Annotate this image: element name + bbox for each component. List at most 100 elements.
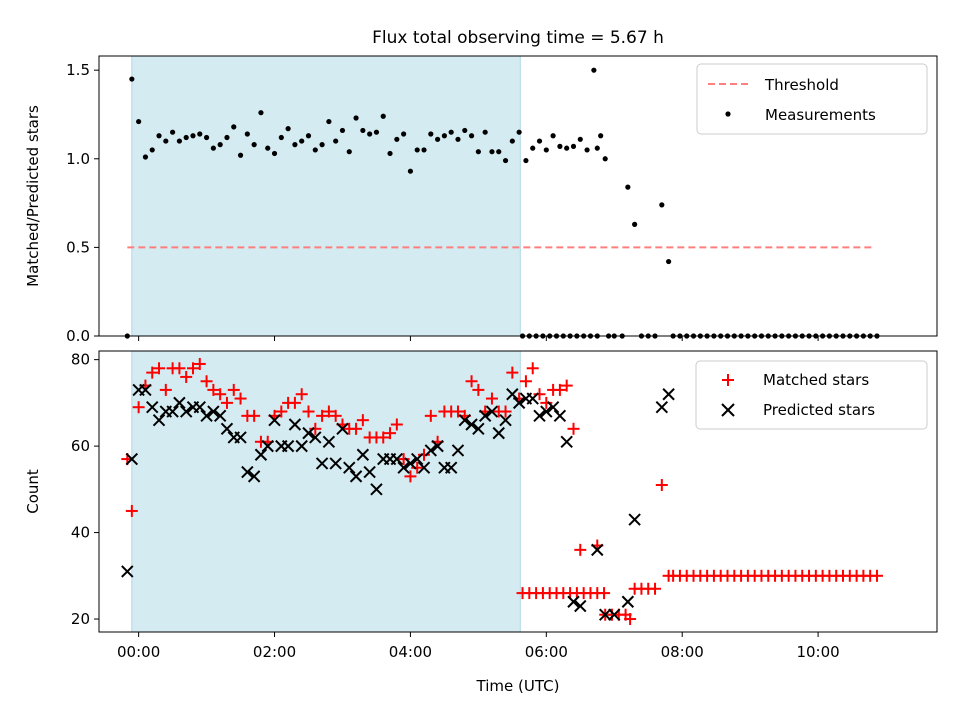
matched-star-point xyxy=(485,392,498,405)
measurement-point xyxy=(591,67,597,73)
predicted-star-point xyxy=(472,422,485,436)
measurement-point xyxy=(319,142,325,148)
predicted-star-point xyxy=(444,461,458,474)
predicted-star-point xyxy=(560,435,573,448)
matched-star-point xyxy=(870,569,883,582)
predicted-star-point xyxy=(268,413,281,427)
measurement-point xyxy=(244,131,250,137)
y-tick-label: 1.5 xyxy=(66,61,90,79)
matched-star-point xyxy=(153,362,166,375)
measurement-point xyxy=(251,142,257,148)
measurement-point xyxy=(666,258,672,265)
matched-star-point xyxy=(567,422,580,435)
predicted-star-point xyxy=(193,400,206,414)
measurement-point xyxy=(448,129,454,135)
predicted-star-point xyxy=(478,409,492,423)
predicted-star-point xyxy=(655,400,669,414)
measurement-point xyxy=(434,136,441,142)
matched-star-point xyxy=(288,396,301,409)
matched-star-point xyxy=(533,388,546,401)
matched-star-point xyxy=(540,396,553,409)
matched-star-point xyxy=(295,388,308,401)
measurement-point xyxy=(197,131,203,137)
x-tick-label: 02:00 xyxy=(253,643,296,661)
matched-star-point xyxy=(424,409,437,422)
predicted-star-point xyxy=(213,409,227,423)
matched-star-point xyxy=(356,414,369,427)
predicted-star-point xyxy=(411,452,424,466)
matched-star-point xyxy=(655,479,668,492)
measurement-point xyxy=(305,133,312,139)
x-tick-label: 08:00 xyxy=(661,643,704,661)
matched-star-point xyxy=(220,396,233,409)
top-panel-frame xyxy=(98,55,938,337)
predicted-star-point xyxy=(146,400,159,414)
predicted-star-point xyxy=(621,595,635,608)
predicted-star-point xyxy=(247,470,261,483)
measurement-point xyxy=(217,142,223,148)
x-tick-label: 10:00 xyxy=(796,643,839,661)
matched-star-point xyxy=(411,461,424,474)
predicted-star-point xyxy=(200,409,213,423)
predicted-star-point xyxy=(288,418,302,431)
measurement-point xyxy=(602,156,608,162)
measurement-point xyxy=(210,145,216,151)
top-panel-axes: 0.0 0.5 1.0 1.5 xyxy=(66,61,819,345)
matched-star-point xyxy=(200,375,213,388)
predicted-star-point xyxy=(234,431,247,444)
measurement-point xyxy=(530,145,536,151)
legend-measurements-swatch xyxy=(725,111,731,117)
predicted-star-point xyxy=(329,457,342,470)
predicted-star-point xyxy=(526,392,539,405)
measurement-point xyxy=(285,126,291,132)
predicted-star-point xyxy=(343,461,356,474)
predicted-star-point xyxy=(598,608,612,621)
predicted-star-point xyxy=(370,483,383,496)
observing-window-bottom xyxy=(131,350,521,633)
measurement-point xyxy=(584,147,590,153)
measurement-point xyxy=(523,157,529,164)
predicted-star-point xyxy=(533,409,546,423)
measurement-point xyxy=(176,138,183,144)
measurement-point xyxy=(401,131,407,137)
predicted-star-point xyxy=(220,422,234,436)
measurement-point xyxy=(292,142,298,148)
predicted-star-point xyxy=(546,400,560,414)
matched-star-point xyxy=(574,543,587,556)
bottom-panel-frame xyxy=(98,350,938,633)
measurement-point xyxy=(326,118,332,125)
matched-star-point xyxy=(173,362,186,375)
legend-measurements-label: Measurements xyxy=(765,106,876,124)
measurement-point xyxy=(360,127,366,134)
measurement-point xyxy=(258,110,264,116)
measurement-point xyxy=(170,129,176,135)
x-axis-label: Time (UTC) xyxy=(476,677,560,695)
measurement-point xyxy=(394,136,400,142)
matched-star-point xyxy=(214,388,227,401)
measurement-point xyxy=(557,143,563,149)
measurement-point xyxy=(265,145,271,151)
matched-star-point xyxy=(624,613,637,626)
measurement-point xyxy=(550,133,556,139)
y-tick-label: 80 xyxy=(71,351,90,369)
legend-matched-swatch xyxy=(722,374,734,386)
observing-window-top xyxy=(131,55,521,337)
measurements-marks xyxy=(124,67,880,339)
predicted-star-point xyxy=(281,439,295,453)
predicted-star-point xyxy=(574,599,587,613)
chart-title: Flux total observing time = 5.67 h xyxy=(372,28,664,48)
measurement-point xyxy=(598,133,604,139)
matched-star-point xyxy=(499,405,512,418)
top-y-axis-label: Matched/Predicted stars xyxy=(24,105,42,287)
matched-and-predicted-marks xyxy=(121,357,883,626)
matched-star-point xyxy=(132,401,145,414)
predicted-star-point xyxy=(152,413,166,427)
bottom-legend-box xyxy=(695,360,928,430)
top-legend-box xyxy=(696,63,928,135)
measurement-point xyxy=(516,129,522,135)
matched-star-point xyxy=(186,362,199,375)
matched-star-point xyxy=(397,453,410,466)
measurement-point xyxy=(421,147,427,153)
predicted-star-point xyxy=(295,439,308,453)
measurement-point xyxy=(502,157,509,164)
